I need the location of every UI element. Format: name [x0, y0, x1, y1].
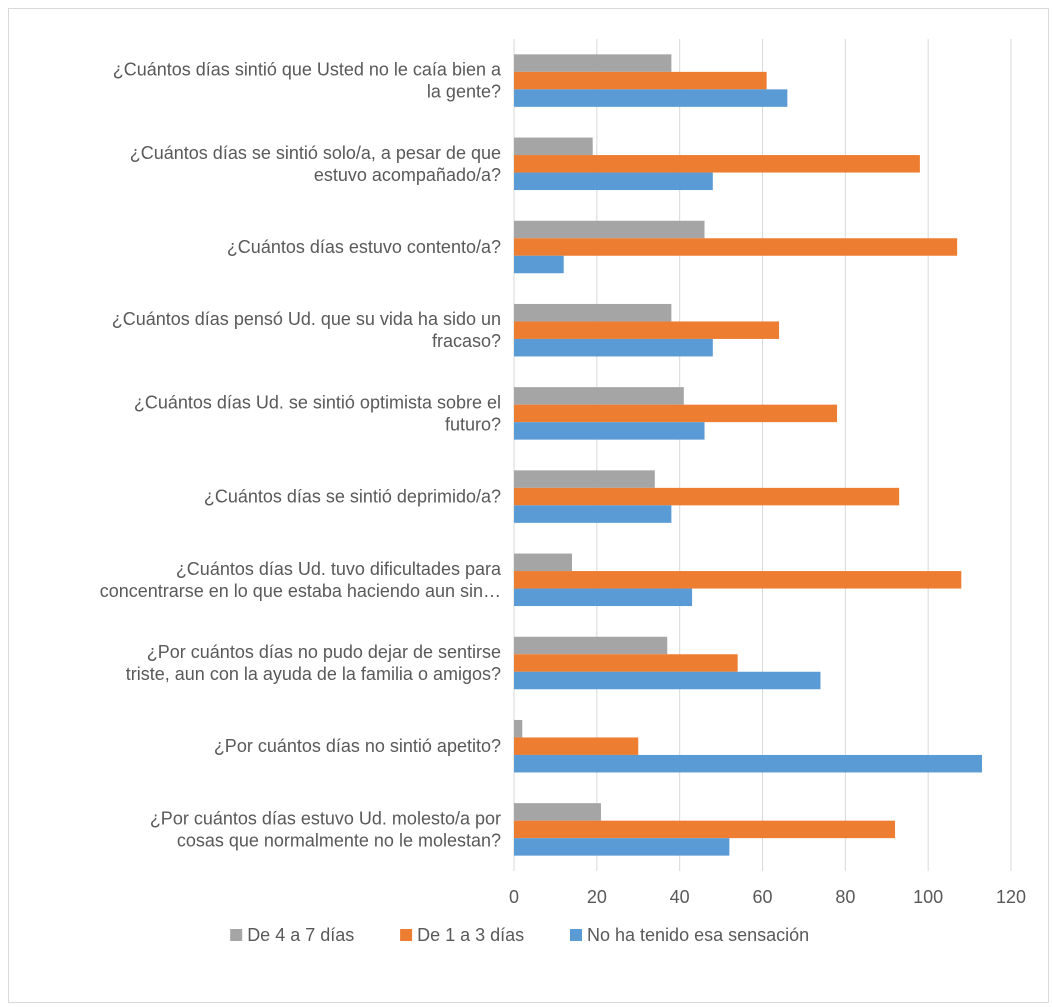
bar — [514, 838, 730, 856]
x-tick-label: 120 — [996, 887, 1026, 907]
bar — [514, 54, 672, 72]
category-label: triste, aun con la ayuda de la familia o… — [126, 664, 501, 684]
bar — [514, 719, 523, 738]
bar — [514, 737, 639, 755]
category-label: ¿Por cuántos días no sintió apetito? — [214, 736, 501, 756]
bar — [514, 553, 572, 572]
category-label: fracaso? — [432, 331, 501, 351]
bar — [514, 671, 821, 690]
category-label: estuvo acompañado/a? — [314, 165, 501, 185]
legend-swatch — [230, 929, 243, 941]
bar — [514, 338, 713, 357]
bar — [514, 422, 705, 440]
bar — [514, 71, 767, 90]
x-tick-label: 40 — [670, 887, 690, 907]
legend-swatch — [570, 929, 582, 941]
bar — [514, 220, 705, 239]
legend-label: De 4 a 7 días — [247, 925, 354, 945]
category-label: cosas que normalmente no le molestan? — [177, 830, 501, 850]
bar — [514, 89, 788, 107]
bar — [514, 470, 655, 488]
x-tick-label: 100 — [913, 887, 943, 907]
category-label: ¿Cuántos días se sintió deprimido/a? — [204, 487, 501, 507]
category-label: ¿Por cuántos días no pudo dejar de senti… — [147, 642, 501, 662]
bar — [514, 636, 668, 655]
bar — [514, 172, 713, 191]
x-tick-label: 80 — [835, 887, 855, 907]
category-label: ¿Por cuántos días estuvo Ud. molesto/a p… — [150, 808, 501, 828]
bar — [514, 137, 593, 156]
bar — [514, 803, 601, 821]
legend-label: De 1 a 3 días — [417, 925, 524, 945]
category-label: ¿Cuántos días se sintió solo/a, a pesar … — [130, 143, 501, 163]
x-tick-label: 20 — [587, 887, 607, 907]
category-label: ¿Cuántos días Ud. tuvo dificultades para — [176, 559, 502, 579]
category-label: futuro? — [445, 414, 501, 434]
category-label: concentrarse en lo que estaba haciendo a… — [100, 581, 501, 601]
bar — [514, 238, 958, 256]
x-tick-label: 0 — [509, 887, 519, 907]
bar — [514, 303, 672, 322]
bar — [514, 571, 962, 589]
x-tick-label: 60 — [752, 887, 772, 907]
bar — [514, 820, 896, 839]
legend-label: No ha tenido esa sensación — [587, 925, 809, 945]
category-label: la gente? — [427, 82, 501, 102]
category-label: ¿Cuántos días sintió que Usted no le caí… — [113, 60, 502, 80]
category-label: ¿Cuántos días Ud. se sintió optimista so… — [134, 392, 501, 412]
chart-frame: ¿Cuántos días sintió que Usted no le caí… — [8, 8, 1049, 1003]
category-label: ¿Cuántos días pensó Ud. que su vida ha s… — [112, 309, 501, 329]
bar-chart: ¿Cuántos días sintió que Usted no le caí… — [100, 39, 1026, 945]
bar — [514, 155, 920, 173]
bar — [514, 654, 738, 672]
legend-swatch — [400, 929, 413, 941]
bar — [514, 255, 564, 274]
bar — [514, 754, 983, 773]
bar — [514, 487, 900, 506]
bar — [514, 404, 838, 423]
bar — [514, 321, 780, 339]
category-label: ¿Cuántos días estuvo contento/a? — [227, 237, 501, 257]
bar — [514, 387, 684, 405]
bar — [514, 588, 693, 607]
bar — [514, 505, 672, 523]
